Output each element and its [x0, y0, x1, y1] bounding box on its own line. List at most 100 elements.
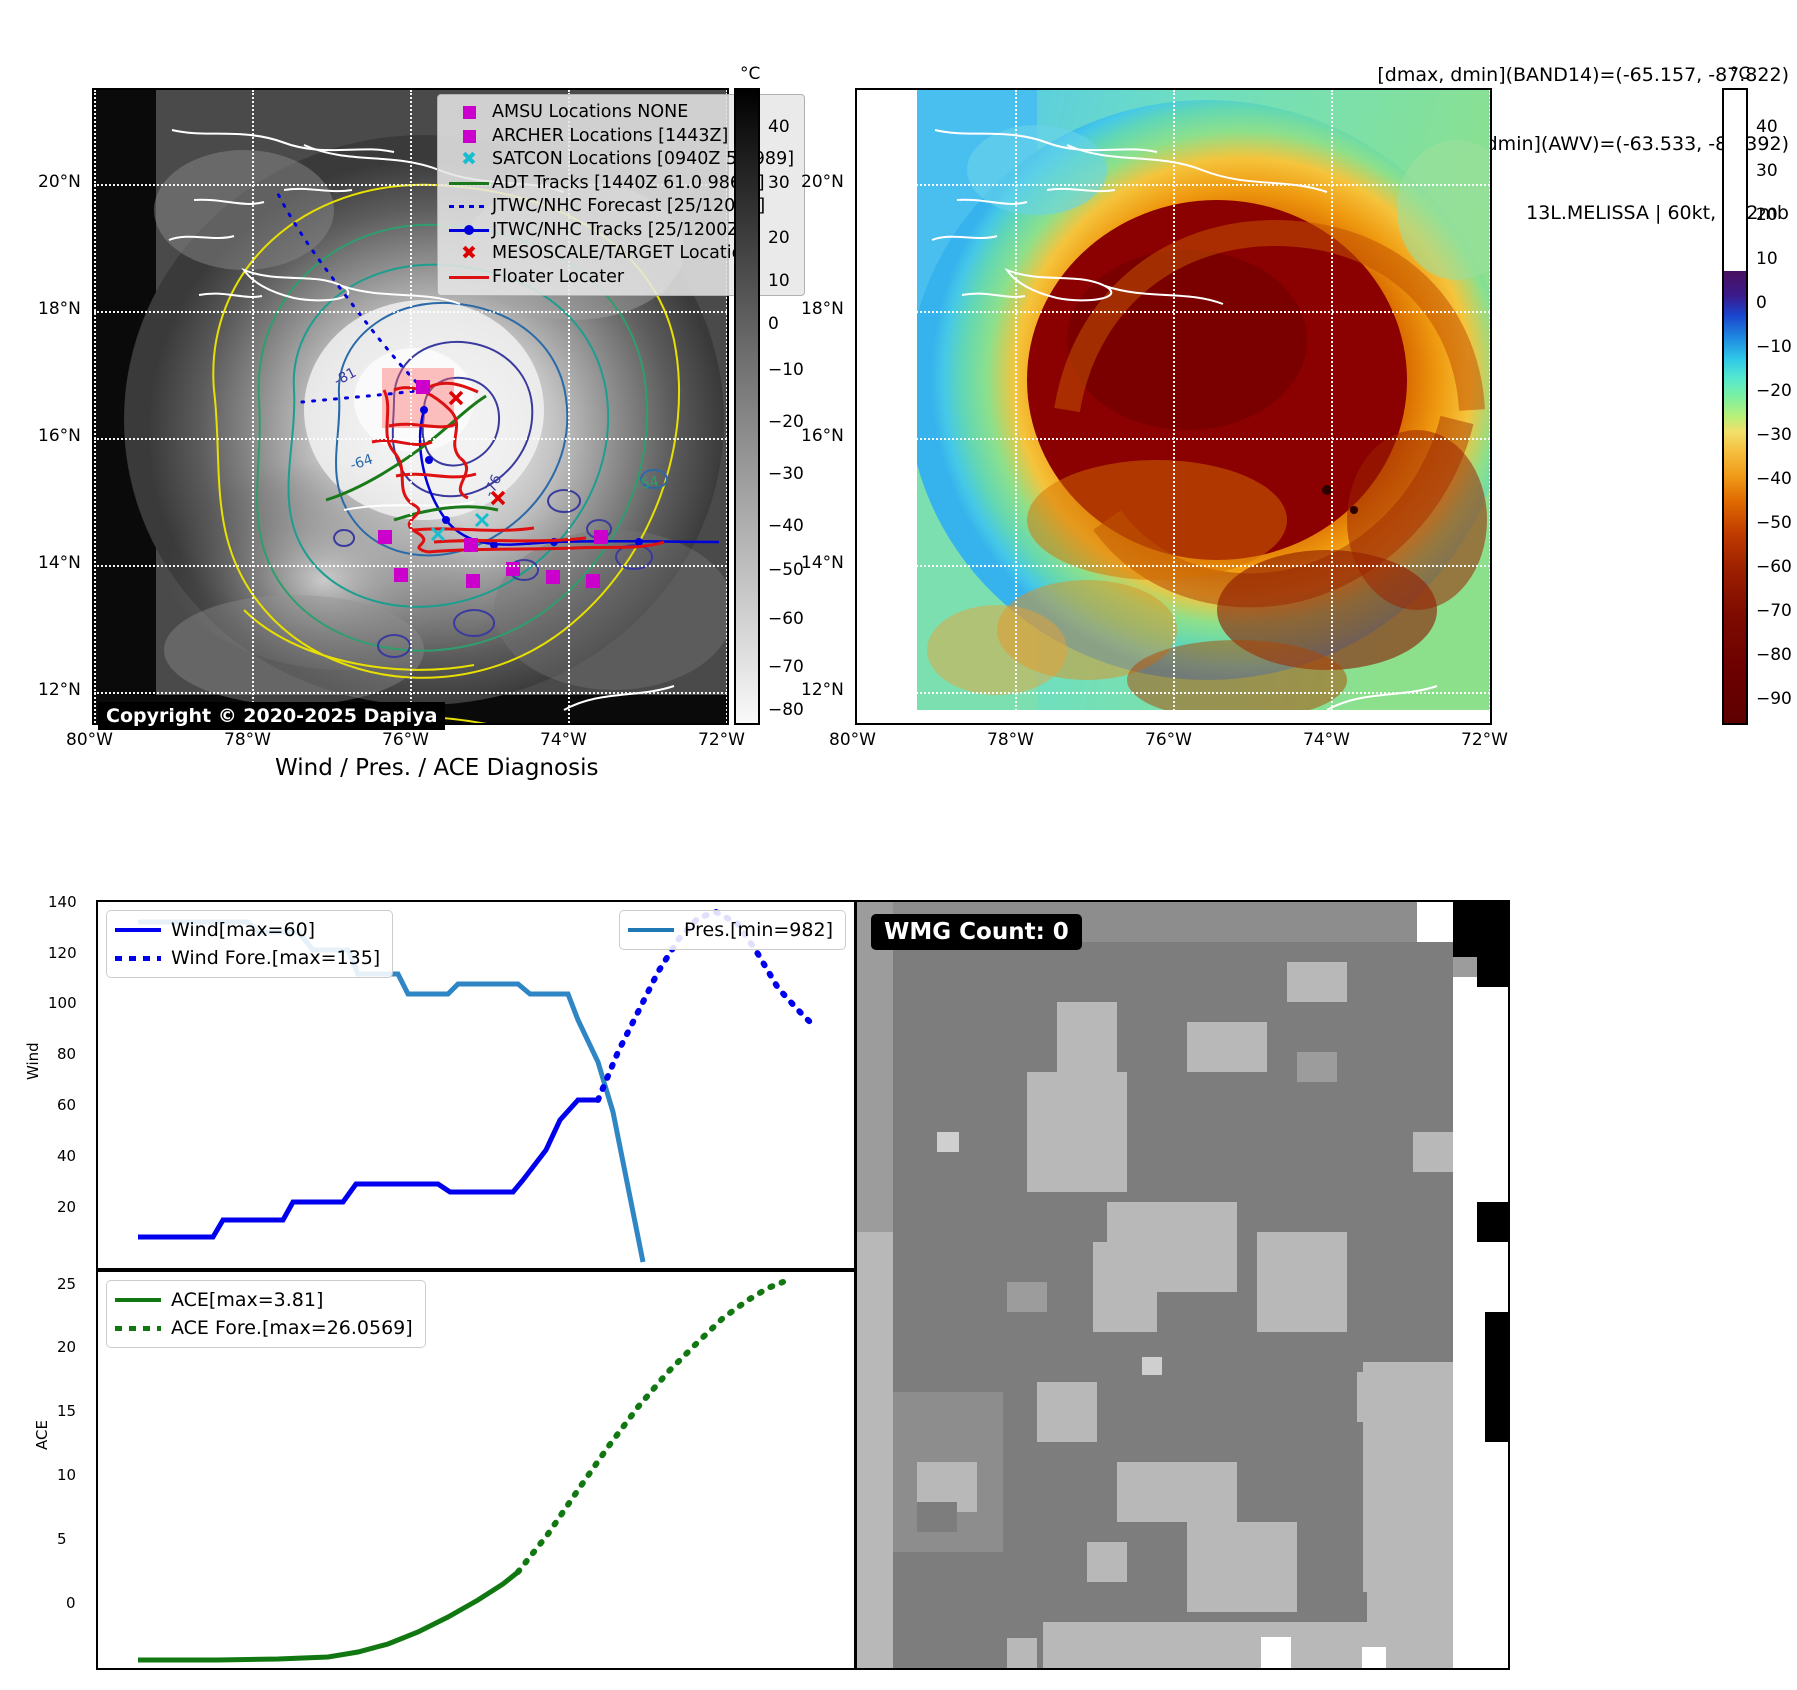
- lon-label-72W: 72°W: [698, 730, 745, 750]
- lat-label-20N-right: 20°N: [801, 172, 844, 192]
- wind-ytick: 80: [57, 1045, 77, 1063]
- steelblue-solid-line-icon: [628, 928, 684, 932]
- lon-label-72W-right: 72°W: [1461, 730, 1508, 750]
- ace-ytick: 20: [57, 1338, 77, 1356]
- right-colorbar-enhanced-ir[interactable]: [1722, 88, 1748, 725]
- legend-label: Pres.[min=982]: [684, 919, 833, 941]
- lon-label-80W: 80°W: [66, 730, 113, 750]
- left-cb-tick: −60: [768, 609, 804, 629]
- legend-item-satcon[interactable]: ✖ SATCON Locations [0940Z 55 989]: [446, 148, 794, 172]
- ace-forecast-legend-item[interactable]: ACE Fore.[max=26.0569]: [115, 1314, 413, 1342]
- wind-forecast-legend-item[interactable]: Wind Fore.[max=135]: [115, 944, 380, 972]
- left-cb-tick: 0: [768, 314, 779, 334]
- lat-label-14N: 14°N: [38, 553, 81, 573]
- jtwc-nhc-track-points: [420, 406, 643, 549]
- lat-label-18N-right: 18°N: [801, 299, 844, 319]
- right-cb-tick: −70: [1756, 601, 1792, 621]
- legend-item-mesoscale[interactable]: ✖ MESOSCALE/TARGET Location: [446, 242, 794, 266]
- left-cb-tick: 20: [768, 228, 790, 248]
- magenta-square-marker-icon: [446, 101, 492, 125]
- right-cb-tick: 10: [1756, 249, 1778, 269]
- blue-dotted-line-icon: [446, 195, 492, 219]
- ace-forecast-series: [515, 1279, 786, 1575]
- gridline-lon-80W: [94, 90, 96, 723]
- ace-ytick: 15: [57, 1402, 77, 1420]
- legend-label: AMSU Locations NONE: [492, 102, 689, 122]
- lon-label-76W: 76°W: [382, 730, 429, 750]
- blue-line-with-dot-icon: [446, 219, 492, 243]
- lat-label-16N: 16°N: [38, 426, 81, 446]
- wind-observed-series: [138, 1097, 598, 1240]
- wind-legend-item[interactable]: Wind[max=60]: [115, 916, 380, 944]
- wind-axis-label: Wind: [24, 1042, 42, 1080]
- dmax-dmin-band14: [dmax, dmin](BAND14)=(-65.157, -87.822): [1377, 64, 1789, 86]
- legend-item-adt[interactable]: ADT Tracks [1440Z 61.0 986.1]: [446, 172, 794, 196]
- lon-label-80W-right: 80°W: [829, 730, 876, 750]
- lat-label-14N-right: 14°N: [801, 553, 844, 573]
- ace-chart[interactable]: ACE[max=3.81] ACE Fore.[max=26.0569]: [96, 1270, 856, 1670]
- gridline-lon-78W-right: [1015, 90, 1017, 723]
- wind-ytick: 60: [57, 1096, 77, 1114]
- cyan-x-marker-icon: ✖: [461, 148, 477, 171]
- legend-item-archer[interactable]: ARCHER Locations [1443Z]: [446, 125, 794, 149]
- satcon-location-markers: [430, 512, 490, 542]
- right-cb-tick: −90: [1756, 689, 1792, 709]
- enhanced-ir-map[interactable]: [855, 88, 1492, 725]
- right-cb-tick: −80: [1756, 645, 1792, 665]
- legend-label: ARCHER Locations [1443Z]: [492, 125, 729, 146]
- pressure-legend-item[interactable]: Pres.[min=982]: [628, 916, 833, 944]
- ace-ytick: 5: [57, 1530, 67, 1548]
- legend-label: ACE Fore.[max=26.0569]: [171, 1317, 413, 1339]
- legend-item-tracks[interactable]: JTWC/NHC Tracks [25/1200Z]: [446, 219, 794, 243]
- legend-label: JTWC/NHC Forecast [25/1200Z]: [492, 196, 766, 216]
- pressure-legend[interactable]: Pres.[min=982]: [619, 910, 846, 950]
- left-cb-tick: −30: [768, 464, 804, 484]
- storm-tracks-overlay: [274, 188, 720, 588]
- legend-item-floater[interactable]: Floater Locater: [446, 266, 794, 290]
- lon-label-74W-right: 74°W: [1303, 730, 1350, 750]
- contour-label: -54: [635, 473, 661, 493]
- copyright-banner: Copyright © 2020-2025 Dapiya: [98, 702, 446, 730]
- legend-label: Floater Locater: [492, 266, 625, 287]
- left-cb-tick: 40: [768, 117, 790, 137]
- wind-ytick: 20: [57, 1198, 77, 1216]
- left-cb-tick: −50: [768, 560, 804, 580]
- right-colorbar-unit: °C: [1730, 64, 1751, 84]
- gridline-lon-76W-right: [1173, 90, 1175, 723]
- right-cb-tick: −10: [1756, 337, 1792, 357]
- green-dotted-line-icon: [115, 1325, 171, 1331]
- lat-label-16N-right: 16°N: [801, 426, 844, 446]
- ace-legend[interactable]: ACE[max=3.81] ACE Fore.[max=26.0569]: [106, 1280, 426, 1348]
- wind-pressure-chart[interactable]: Wind[max=60] Wind Fore.[max=135] Pres.[m…: [96, 900, 856, 1270]
- green-solid-line-icon: [115, 1298, 171, 1302]
- red-x-marker-icon: ✖: [461, 242, 477, 265]
- left-cb-tick: −20: [768, 412, 804, 432]
- magenta-square-marker-icon: [446, 125, 492, 149]
- lon-label-76W-right: 76°W: [1145, 730, 1192, 750]
- right-cb-tick: 20: [1756, 205, 1778, 225]
- legend-label: ACE[max=3.81]: [171, 1289, 324, 1311]
- legend-label: SATCON Locations [0940Z 55 989]: [492, 149, 795, 169]
- legend-label: ADT Tracks [1440Z 61.0 986.1]: [492, 172, 765, 193]
- legend-label: MESOSCALE/TARGET Location: [492, 243, 754, 263]
- legend-item-forecast[interactable]: JTWC/NHC Forecast [25/1200Z]: [446, 195, 794, 219]
- left-cb-tick: −40: [768, 516, 804, 536]
- left-colorbar-grayscale[interactable]: [734, 88, 760, 725]
- chart-title: Wind / Pres. / ACE Diagnosis: [275, 755, 599, 781]
- wind-legend[interactable]: Wind[max=60] Wind Fore.[max=135]: [106, 910, 394, 978]
- right-cb-tick: −60: [1756, 557, 1792, 577]
- gridline-lon-76W: [410, 90, 412, 723]
- ace-legend-item[interactable]: ACE[max=3.81]: [115, 1286, 413, 1314]
- legend-item-amsu[interactable]: AMSU Locations NONE: [446, 101, 794, 125]
- gridline-lon-74W-right: [1331, 90, 1333, 723]
- left-colorbar-unit: °C: [740, 64, 761, 84]
- right-cb-tick: −50: [1756, 513, 1792, 533]
- lon-label-78W-right: 78°W: [987, 730, 1034, 750]
- jtwc-nhc-forecast-track: [274, 188, 426, 392]
- ace-ytick: 0: [66, 1594, 76, 1612]
- gridline-lon-74W: [568, 90, 570, 723]
- wind-ytick: 100: [48, 994, 77, 1012]
- wmg-grid-raster: [857, 902, 1508, 1668]
- wmg-grid-panel[interactable]: WMG Count: 0: [855, 900, 1510, 1670]
- wind-ytick: 120: [48, 944, 77, 962]
